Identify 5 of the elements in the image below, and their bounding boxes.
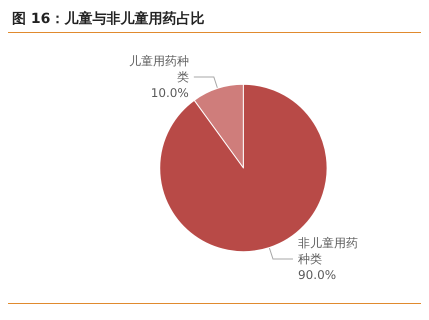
- slice-label: 儿童用药种类: [128, 54, 189, 84]
- slice-label: 非儿童用药种类: [298, 236, 358, 266]
- chart-title: 图 16：儿童与非儿童用药占比: [8, 8, 421, 33]
- data-label: 90.0%: [298, 268, 336, 282]
- data-label: 10.0%: [150, 86, 189, 100]
